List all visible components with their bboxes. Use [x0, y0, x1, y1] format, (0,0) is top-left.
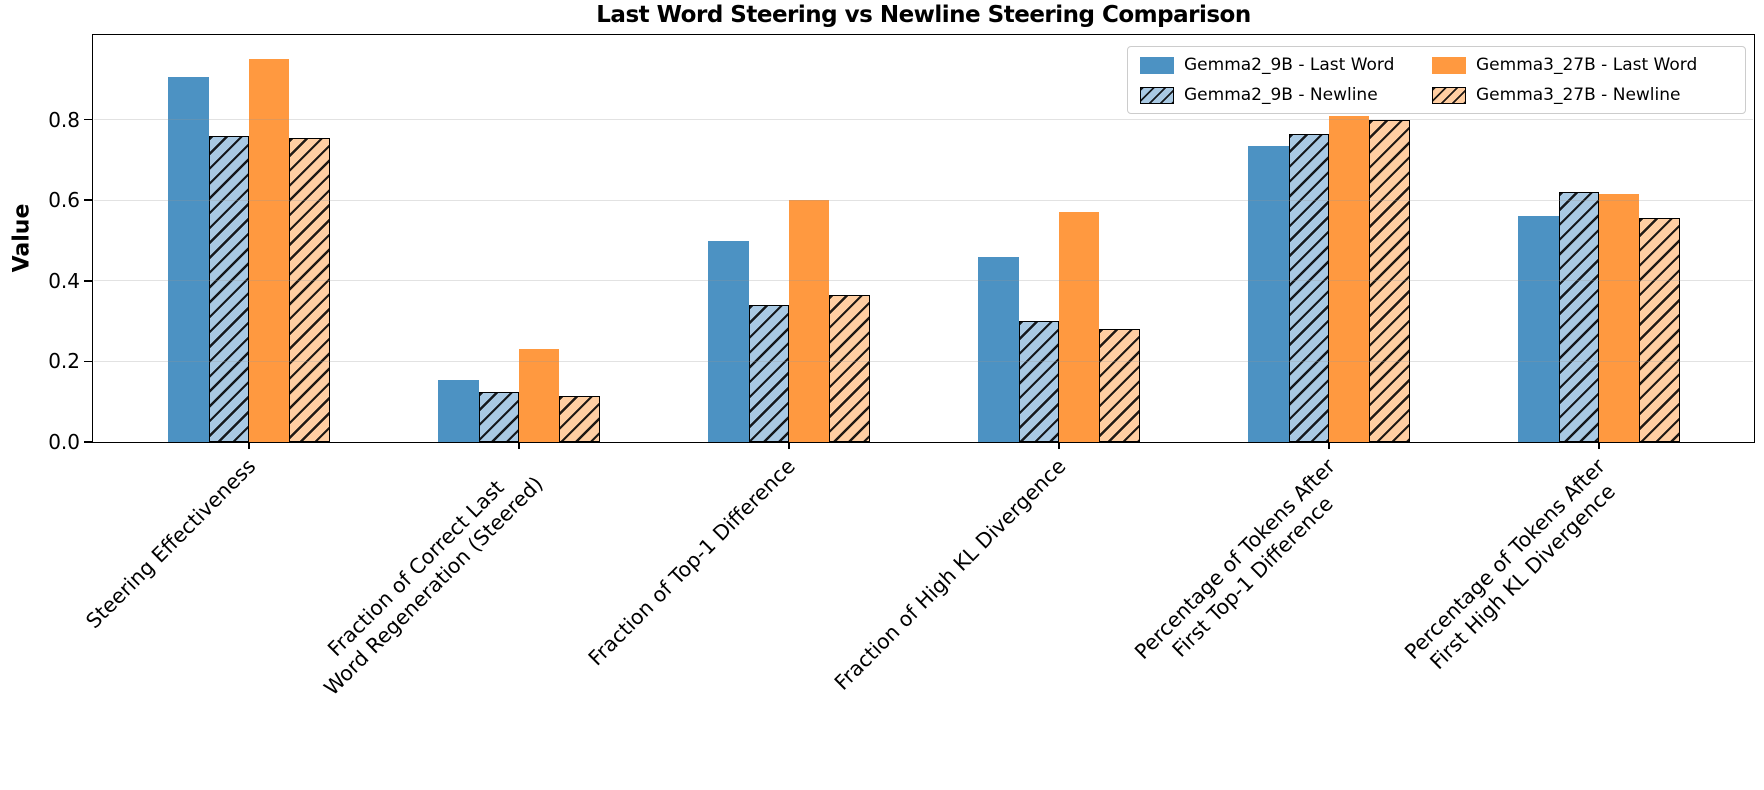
x-tick-label-text: Steering Effectiveness — [80, 454, 260, 634]
y-tick-label: 0.0 — [48, 430, 80, 454]
legend-item: Gemma3_27B - Newline — [1432, 83, 1697, 108]
legend-solid-swatch-icon — [1432, 56, 1466, 74]
legend-column: Gemma2_9B - Last Word Gemma2_9B - Newline — [1140, 53, 1432, 108]
bar — [168, 77, 209, 442]
y-tick-label: 0.2 — [48, 349, 80, 374]
legend-item: Gemma2_9B - Last Word — [1140, 53, 1432, 78]
y-tick-mark — [84, 441, 92, 443]
y-tick-label: 0.8 — [48, 107, 80, 132]
bar — [1288, 133, 1329, 442]
legend-item: Gemma3_27B - Last Word — [1432, 53, 1697, 78]
bar — [1248, 145, 1289, 442]
bar — [249, 59, 290, 442]
x-tick-label-text: Fraction of Correct Last Word Regenerati… — [319, 471, 548, 701]
legend-label: Gemma3_27B - Newline — [1476, 84, 1681, 105]
bar — [438, 379, 479, 442]
bar — [1099, 329, 1140, 442]
x-tick-mark — [1598, 442, 1600, 449]
bar — [1059, 212, 1100, 442]
x-tick-label-text: Percentage of Tokens After First Top-1 D… — [1130, 454, 1340, 664]
bar — [978, 256, 1019, 442]
grid-line — [94, 118, 1753, 121]
x-tick-mark — [788, 442, 790, 449]
bar — [1599, 194, 1640, 442]
bar — [1558, 192, 1599, 442]
legend-hatched-swatch-icon — [1432, 86, 1466, 104]
legend-hatched-swatch-icon — [1140, 86, 1174, 104]
legend: Gemma2_9B - Last Word Gemma2_9B - Newline… — [1127, 46, 1746, 114]
x-tick-label-text: Fraction of Top-1 Difference — [583, 454, 800, 671]
bar — [1639, 218, 1680, 442]
bar — [289, 137, 330, 442]
x-tick-label-text: Fraction of High KL Divergence — [829, 454, 1070, 695]
x-tick-mark — [248, 442, 250, 449]
y-tick-label: 0.6 — [48, 188, 80, 213]
bar — [708, 240, 749, 442]
x-tick-mark — [1328, 442, 1330, 449]
grid-line — [94, 199, 1753, 201]
x-tick-mark — [1058, 442, 1060, 449]
legend-label: Gemma2_9B - Newline — [1184, 84, 1378, 105]
bar — [559, 395, 600, 442]
x-tick-mark — [518, 442, 520, 449]
grid-line — [94, 360, 1753, 363]
chart-title: Last Word Steering vs Newline Steering C… — [596, 2, 1251, 28]
bar — [1518, 216, 1559, 442]
y-tick-mark — [84, 360, 92, 363]
y-tick-mark — [84, 279, 92, 282]
y-tick-mark — [84, 199, 92, 202]
bar — [829, 294, 870, 442]
bar — [1018, 321, 1059, 442]
legend-label: Gemma3_27B - Last Word — [1476, 54, 1698, 75]
legend-solid-swatch-icon — [1140, 56, 1174, 74]
legend-label: Gemma2_9B - Last Word — [1184, 54, 1395, 75]
bar — [519, 349, 560, 442]
grid-line — [94, 280, 1753, 282]
bar — [208, 135, 249, 442]
y-tick-mark — [84, 118, 92, 121]
legend-column: Gemma3_27B - Last Word Gemma3_27B - Newli… — [1432, 53, 1697, 108]
y-tick-label: 0.4 — [48, 268, 80, 293]
legend-item: Gemma2_9B - Newline — [1140, 83, 1432, 108]
y-axis-label: Value — [9, 203, 35, 273]
bar — [789, 200, 830, 442]
x-tick-label-text: Percentage of Tokens After First High KL… — [1400, 454, 1621, 675]
bar — [1329, 115, 1370, 442]
bar — [1369, 119, 1410, 442]
bar — [748, 304, 789, 442]
bar — [478, 391, 519, 442]
